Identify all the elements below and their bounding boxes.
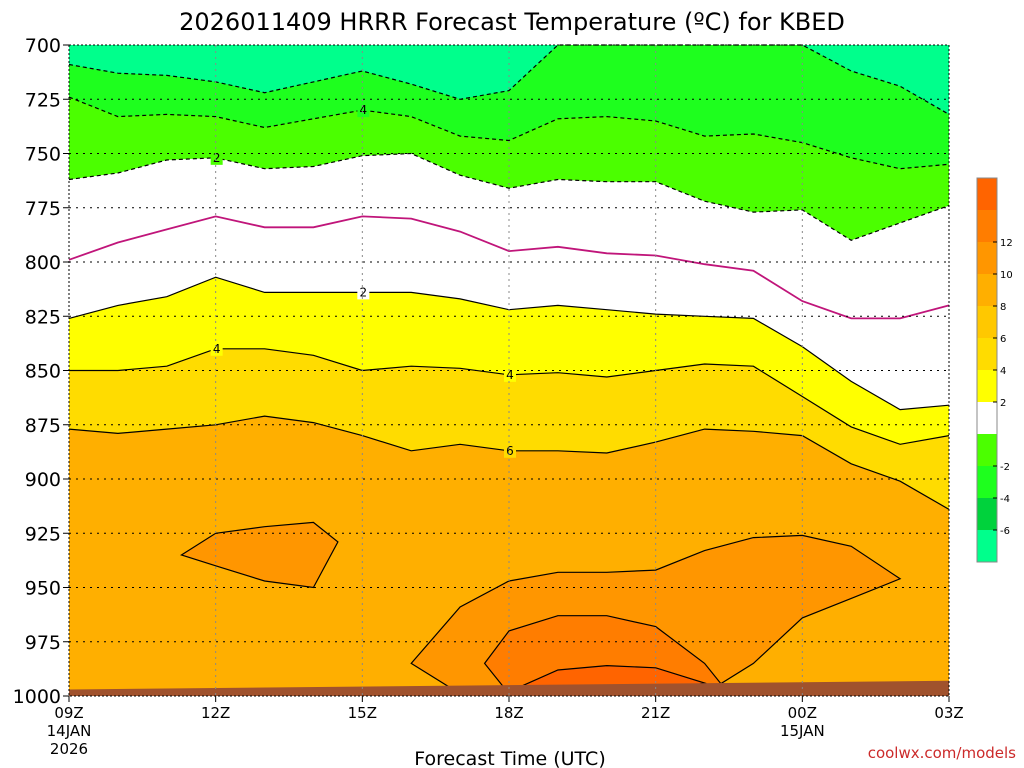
chart-title: 2026011409 HRRR Forecast Temperature (ºC…	[179, 8, 845, 36]
colorbar-bin	[977, 338, 997, 370]
colorbar-label: 8	[1000, 302, 1006, 313]
x-tick-year: 2026	[50, 740, 88, 758]
credit-text[interactable]: coolwx.com/models	[868, 744, 1016, 762]
contour-label-bg	[210, 150, 223, 165]
temperature-band	[69, 45, 949, 115]
contour-label: 4	[360, 103, 368, 117]
x-axis-label: Forecast Time (UTC)	[414, 748, 605, 768]
colorbar-bin	[977, 498, 997, 530]
y-tick-label: 825	[25, 306, 61, 328]
x-tick-label: 15Z	[348, 704, 377, 722]
colorbar-label: 12	[1000, 238, 1013, 249]
contour-label-bg	[357, 285, 370, 300]
contour-label: 2	[360, 285, 368, 299]
y-tick-label: 975	[25, 632, 61, 654]
colorbar-bin	[977, 242, 997, 274]
warm-cell	[179, 521, 339, 589]
y-tick-label: 900	[25, 469, 61, 491]
y-tick-label: 700	[25, 35, 61, 57]
colorbar-bin	[977, 210, 997, 242]
contour-label-bg	[504, 367, 516, 382]
colorbar-label: 2	[1000, 398, 1006, 409]
x-tick-label: 09Z	[54, 704, 83, 722]
colorbar: -6 -4 -2 2 4 6 8 10 12	[976, 177, 1013, 563]
y-tick-label: 775	[25, 198, 61, 220]
contour-label-bg	[357, 103, 370, 118]
colorbar-bin	[977, 530, 997, 562]
x-tick-label: 12Z	[201, 704, 230, 722]
y-tick-label: 800	[25, 252, 61, 274]
contour-label: 4	[506, 368, 514, 382]
colorbar-label: 6	[1000, 334, 1006, 345]
colorbar-bin	[977, 402, 997, 434]
y-tick-label: 1000	[13, 686, 61, 708]
colorbar-bin	[977, 178, 997, 210]
x-tick-label: 21Z	[641, 704, 670, 722]
contour-label: 4	[213, 342, 221, 356]
contour-label: 6	[506, 444, 514, 458]
colorbar-label: 10	[1000, 270, 1013, 281]
grid-lines	[69, 45, 949, 696]
contour-label: 2	[213, 151, 221, 165]
x-tick-label: 18Z	[494, 704, 523, 722]
y-tick-label: 875	[25, 415, 61, 437]
colorbar-label: 4	[1000, 366, 1006, 377]
colorbar-bin	[977, 306, 997, 338]
x-tick-label: 03Z	[934, 704, 963, 722]
x-tick-date: 15JAN	[780, 722, 825, 740]
y-tick-label: 750	[25, 144, 61, 166]
y-tick-label: 950	[25, 578, 61, 600]
colorbar-bin	[977, 466, 997, 498]
y-tick-label: 725	[25, 89, 61, 111]
y-tick-label: 925	[25, 523, 61, 545]
colorbar-bin	[977, 274, 997, 306]
x-tick-date: 14JAN	[47, 722, 92, 740]
colorbar-bin	[977, 434, 997, 466]
colorbar-label: -6	[1000, 526, 1010, 537]
colorbar-label: -2	[1000, 462, 1010, 473]
contour-label-bg	[210, 341, 223, 356]
y-tick-label: 850	[25, 361, 61, 383]
x-tick-label: 00Z	[788, 704, 817, 722]
y-axis: 700 725 750 775 800 825 850 875 900 925 950 975 1000	[13, 35, 69, 708]
colorbar-label: -4	[1000, 494, 1010, 505]
contour-label-bg	[504, 443, 516, 458]
contour-line	[68, 215, 950, 320]
colorbar-bin	[977, 370, 997, 402]
